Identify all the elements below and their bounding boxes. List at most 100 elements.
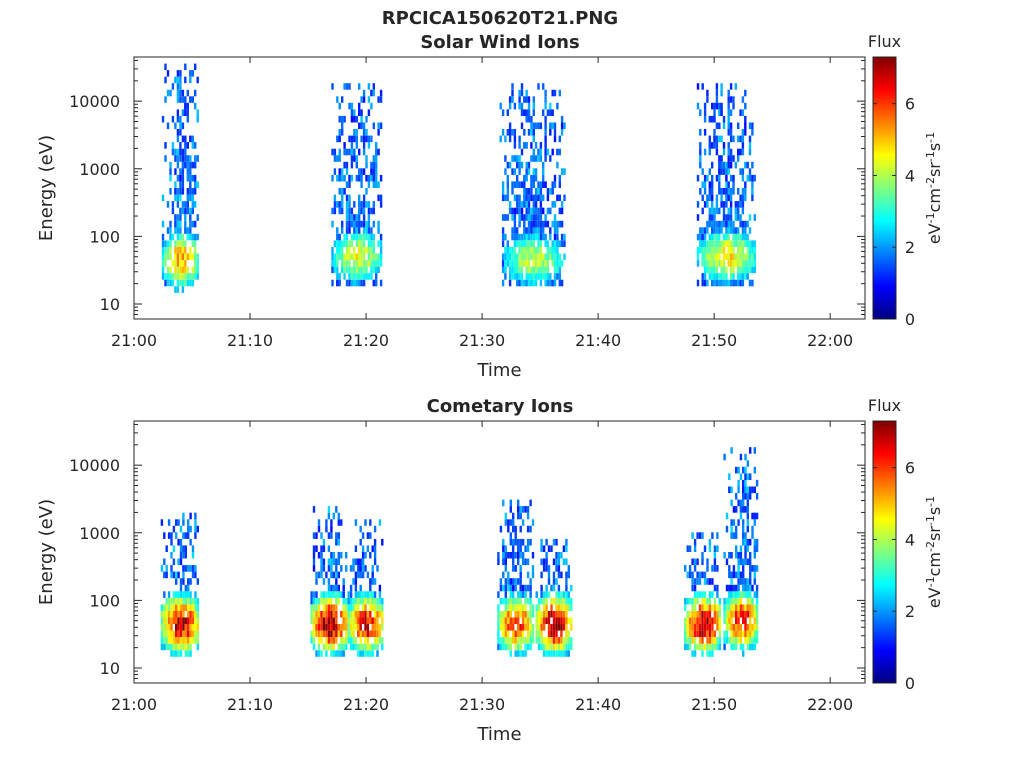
heatmap-cell bbox=[751, 161, 754, 169]
heatmap-cell bbox=[347, 591, 350, 598]
heatmap-cell bbox=[749, 604, 752, 611]
heatmap-cell bbox=[373, 637, 377, 644]
heatmap-cell bbox=[371, 571, 374, 579]
heatmap-cell bbox=[722, 233, 726, 241]
heatmap-cell bbox=[170, 624, 173, 631]
heatmap-cell bbox=[753, 240, 756, 247]
heatmap-cell bbox=[196, 624, 199, 631]
heatmap-cell bbox=[191, 630, 195, 638]
heatmap-cell bbox=[560, 201, 564, 208]
heatmap-cell bbox=[732, 233, 735, 241]
heatmap-cell bbox=[499, 102, 502, 110]
heatmap-cell bbox=[711, 565, 714, 572]
heatmap-cell bbox=[729, 83, 733, 90]
heatmap-cell bbox=[354, 643, 358, 651]
heatmap-cell bbox=[518, 273, 521, 280]
heatmap-cell bbox=[544, 273, 547, 280]
heatmap-cell bbox=[194, 89, 197, 97]
heatmap-cell bbox=[365, 201, 368, 208]
heatmap-cell bbox=[375, 174, 378, 182]
heatmap-cell bbox=[703, 624, 707, 631]
heatmap-cell bbox=[512, 624, 515, 631]
heatmap-cell bbox=[526, 617, 530, 624]
heatmap-cell bbox=[164, 76, 167, 84]
heatmap-cell bbox=[310, 604, 313, 611]
heatmap-cell bbox=[362, 89, 366, 97]
heatmap-cell bbox=[348, 135, 351, 143]
heatmap-cell bbox=[729, 96, 733, 103]
heatmap-cell bbox=[542, 233, 545, 241]
heatmap-cell bbox=[562, 650, 566, 657]
heatmap-cell bbox=[172, 611, 176, 618]
heatmap-cell bbox=[530, 174, 533, 182]
heatmap-cell bbox=[699, 109, 702, 116]
heatmap-cell bbox=[542, 227, 545, 234]
figure-file-title: RPCICA150620T21.PNG bbox=[382, 8, 618, 29]
heatmap-cell bbox=[691, 597, 694, 605]
heatmap-cell bbox=[504, 135, 507, 143]
heatmap-cell bbox=[565, 650, 568, 657]
heatmap-cell bbox=[336, 201, 339, 208]
heatmap-cell bbox=[355, 161, 358, 169]
heatmap-cell bbox=[177, 597, 180, 605]
heatmap-cell bbox=[532, 273, 535, 280]
heatmap-cell bbox=[563, 240, 566, 247]
heatmap-cell bbox=[532, 246, 535, 254]
heatmap-cell bbox=[701, 611, 704, 618]
heatmap-cell bbox=[516, 155, 519, 162]
heatmap-cell bbox=[741, 220, 745, 228]
heatmap-cell bbox=[354, 545, 358, 552]
heatmap-cell bbox=[753, 246, 756, 254]
heatmap-cell bbox=[730, 637, 733, 644]
heatmap-cell bbox=[539, 273, 543, 280]
heatmap-cell bbox=[701, 83, 704, 90]
heatmap-cell bbox=[372, 155, 375, 162]
heatmap-cell bbox=[558, 240, 561, 247]
heatmap-cell bbox=[354, 584, 358, 592]
heatmap-cell bbox=[369, 630, 372, 638]
heatmap-cell bbox=[688, 545, 692, 552]
heatmap-cell bbox=[187, 643, 190, 651]
heatmap-cell bbox=[366, 630, 370, 638]
heatmap-cell bbox=[315, 571, 318, 579]
heatmap-cell bbox=[527, 220, 531, 228]
heatmap-cell bbox=[174, 240, 177, 247]
heatmap-cell bbox=[169, 233, 172, 241]
heatmap-cell bbox=[706, 227, 709, 234]
heatmap-cell bbox=[501, 266, 505, 274]
heatmap-cell bbox=[527, 161, 531, 169]
heatmap-cell bbox=[534, 279, 538, 287]
heatmap-cell bbox=[730, 499, 733, 507]
heatmap-cell bbox=[725, 220, 728, 228]
heatmap-cell bbox=[703, 273, 707, 280]
heatmap-cell bbox=[523, 109, 526, 116]
heatmap-cell bbox=[560, 207, 564, 215]
heatmap-cell bbox=[686, 624, 689, 631]
heatmap-cell bbox=[342, 617, 345, 624]
heatmap-cell bbox=[514, 597, 517, 605]
heatmap-cell bbox=[727, 115, 730, 123]
heatmap-cell bbox=[194, 519, 197, 526]
heatmap-cell bbox=[539, 279, 543, 287]
heatmap-cell bbox=[711, 142, 714, 149]
heatmap-cell bbox=[703, 591, 707, 598]
heatmap-cell bbox=[684, 597, 687, 605]
heatmap-cell bbox=[732, 624, 736, 631]
heatmap-cell bbox=[706, 220, 709, 228]
heatmap-cell bbox=[708, 643, 712, 651]
heatmap-cell bbox=[166, 201, 170, 208]
heatmap-cell bbox=[701, 643, 704, 651]
heatmap-cell bbox=[703, 611, 707, 618]
heatmap-cell bbox=[708, 233, 711, 241]
heatmap-cell bbox=[521, 506, 525, 513]
heatmap-cell bbox=[360, 181, 363, 188]
heatmap-cell bbox=[174, 220, 177, 228]
heatmap-cell bbox=[537, 181, 540, 188]
heatmap-cell bbox=[727, 148, 730, 156]
heatmap-cell bbox=[348, 83, 351, 90]
heatmap-cell bbox=[718, 155, 721, 162]
heatmap-cell bbox=[513, 266, 517, 274]
heatmap-cell bbox=[348, 246, 351, 254]
heatmap-cell bbox=[711, 220, 714, 228]
